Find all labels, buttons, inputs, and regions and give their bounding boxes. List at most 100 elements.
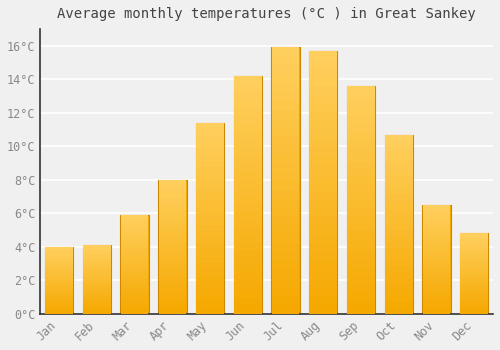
- Bar: [121, 225, 148, 228]
- Bar: [310, 174, 337, 182]
- Bar: [45, 247, 74, 314]
- Bar: [422, 223, 450, 227]
- Bar: [385, 236, 412, 242]
- Bar: [310, 279, 337, 288]
- Bar: [234, 76, 262, 314]
- Bar: [347, 169, 375, 177]
- Bar: [121, 245, 148, 248]
- Bar: [422, 310, 450, 314]
- Bar: [46, 260, 73, 262]
- Bar: [272, 198, 299, 207]
- Bar: [272, 83, 299, 92]
- Bar: [121, 271, 148, 274]
- Bar: [83, 312, 110, 314]
- Bar: [385, 153, 412, 159]
- Bar: [196, 193, 224, 199]
- Bar: [422, 209, 450, 212]
- Bar: [385, 278, 412, 284]
- Bar: [196, 123, 224, 314]
- Bar: [385, 254, 412, 260]
- Bar: [121, 278, 148, 281]
- Bar: [196, 263, 224, 269]
- Bar: [46, 253, 73, 256]
- Bar: [347, 299, 375, 306]
- Bar: [460, 276, 488, 279]
- Bar: [347, 223, 375, 230]
- Bar: [196, 282, 224, 288]
- Bar: [196, 231, 224, 238]
- Bar: [158, 202, 186, 206]
- Bar: [46, 309, 73, 312]
- Bar: [121, 258, 148, 261]
- Bar: [347, 109, 375, 117]
- Bar: [385, 212, 412, 218]
- Bar: [347, 238, 375, 246]
- Bar: [460, 311, 488, 314]
- Bar: [385, 224, 412, 230]
- Bar: [83, 277, 110, 280]
- Bar: [422, 230, 450, 234]
- Bar: [460, 258, 488, 260]
- Bar: [158, 269, 186, 274]
- Bar: [347, 268, 375, 276]
- Bar: [272, 48, 299, 56]
- Bar: [83, 275, 110, 277]
- Bar: [83, 252, 110, 254]
- Bar: [309, 51, 338, 314]
- Bar: [347, 246, 375, 253]
- Bar: [422, 285, 450, 288]
- Bar: [422, 307, 450, 310]
- Bar: [347, 208, 375, 215]
- Bar: [83, 293, 110, 295]
- Bar: [46, 256, 73, 258]
- Bar: [310, 191, 337, 200]
- Bar: [83, 250, 110, 252]
- Bar: [385, 141, 412, 147]
- Bar: [385, 308, 412, 314]
- Bar: [83, 264, 110, 266]
- Bar: [460, 255, 488, 258]
- Bar: [422, 263, 450, 267]
- Bar: [83, 295, 110, 298]
- Bar: [121, 284, 148, 288]
- Bar: [310, 77, 337, 86]
- Bar: [196, 225, 224, 231]
- Bar: [272, 216, 299, 225]
- Bar: [385, 182, 412, 188]
- Bar: [83, 305, 110, 307]
- Bar: [347, 132, 375, 139]
- Bar: [347, 261, 375, 268]
- Bar: [234, 155, 262, 163]
- Bar: [272, 190, 299, 198]
- Bar: [460, 293, 488, 295]
- Bar: [83, 271, 110, 273]
- Bar: [460, 266, 488, 268]
- Bar: [46, 269, 73, 272]
- Bar: [196, 129, 224, 135]
- Bar: [385, 135, 412, 141]
- Bar: [460, 298, 488, 301]
- Bar: [121, 235, 148, 238]
- Bar: [385, 194, 412, 200]
- Bar: [234, 195, 262, 203]
- Bar: [121, 238, 148, 242]
- Bar: [121, 274, 148, 278]
- Bar: [196, 244, 224, 250]
- Bar: [347, 139, 375, 147]
- Bar: [158, 198, 186, 202]
- Bar: [422, 252, 450, 256]
- Bar: [158, 305, 186, 309]
- Bar: [385, 159, 412, 164]
- Bar: [121, 218, 148, 222]
- Bar: [272, 172, 299, 181]
- Bar: [234, 132, 262, 139]
- Bar: [158, 180, 186, 184]
- Bar: [422, 234, 450, 238]
- Bar: [460, 233, 488, 314]
- Bar: [46, 265, 73, 267]
- Bar: [272, 296, 299, 305]
- Bar: [46, 272, 73, 274]
- Bar: [158, 238, 186, 243]
- Bar: [158, 211, 186, 216]
- Bar: [83, 261, 110, 264]
